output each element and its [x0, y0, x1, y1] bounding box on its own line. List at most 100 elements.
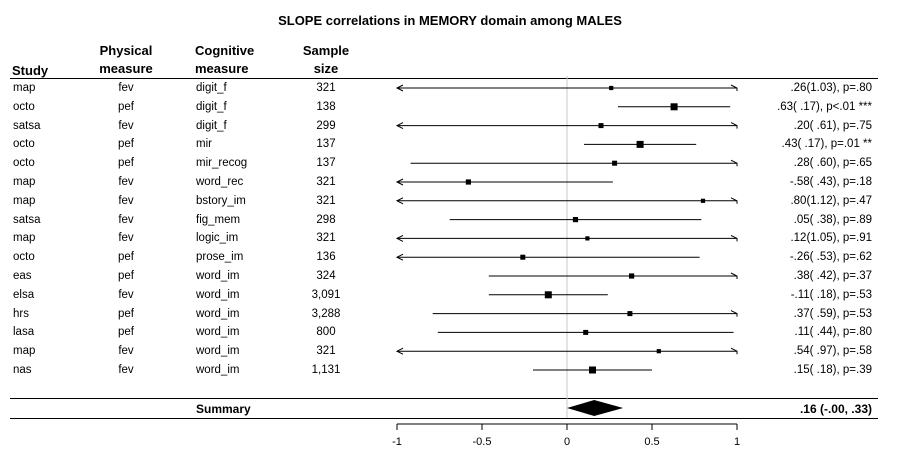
row-sample-size: 299 — [316, 119, 336, 132]
row-cognitive: word_im — [196, 270, 240, 282]
row-cognitive: word_im — [196, 288, 240, 301]
row-physical: fev — [118, 194, 134, 207]
header-study: Study — [12, 63, 49, 78]
row-sample-size: 321 — [316, 82, 336, 94]
row-stat-label: -.58( .43), p=.18 — [789, 176, 872, 188]
row-stat-label: .38( .42), p=.37 — [793, 270, 872, 282]
row-stat-label: -.11( .18), p=.53 — [790, 288, 872, 301]
point-estimate — [520, 254, 526, 260]
row-sample-size: 298 — [316, 213, 336, 226]
row-cognitive: word_im — [196, 307, 240, 320]
row-study: lasa — [13, 326, 35, 339]
summary-bottom-rule — [10, 418, 878, 419]
header-physical-line1: Physical — [99, 43, 153, 58]
row-cognitive: digit_f — [196, 119, 227, 132]
row-physical: pef — [118, 326, 134, 339]
header-physical-measure: Physical measure — [95, 42, 157, 78]
row-study: satsa — [13, 213, 41, 226]
row-study: map — [13, 82, 36, 94]
row-sample-size: 3,091 — [311, 288, 341, 301]
row-physical: fev — [118, 176, 134, 188]
row-stat-label: .28( .60), p=.65 — [793, 157, 872, 170]
row-sample-size: 321 — [316, 232, 336, 245]
summary-stat: .16 (-.00, .33) — [799, 402, 872, 416]
x-tick-label: 1 — [734, 436, 740, 448]
row-study: octo — [13, 100, 35, 113]
x-tick-label: 0.5 — [644, 436, 659, 448]
row-study: octo — [13, 157, 35, 170]
row-study: eas — [13, 270, 32, 282]
row-physical: pef — [118, 307, 134, 320]
row-study: map — [13, 176, 36, 188]
row-sample-size: 137 — [316, 157, 336, 170]
header-rule — [10, 78, 878, 79]
point-estimate — [583, 329, 589, 335]
row-stat-label: .11( .44), p=.80 — [794, 326, 872, 339]
ci-arrow-right — [730, 84, 738, 91]
row-cognitive: fig_mem — [196, 213, 241, 226]
row-physical: fev — [118, 345, 134, 358]
row-physical: fev — [118, 364, 134, 376]
row-study: hrs — [13, 307, 29, 320]
point-estimate — [544, 291, 552, 299]
row-cognitive: mir — [196, 138, 212, 151]
point-estimate — [629, 273, 635, 279]
row-study: octo — [13, 138, 35, 151]
ci-arrow-left — [395, 197, 404, 205]
row-physical: fev — [118, 119, 134, 132]
summary-label: Summary — [196, 402, 251, 416]
row-sample-size: 324 — [316, 270, 336, 282]
ci-arrow-right — [730, 122, 738, 129]
row-cognitive: mir_recog — [196, 157, 248, 170]
header-cognitive-line2: measure — [195, 61, 249, 76]
point-estimate — [612, 160, 618, 166]
row-study: elsa — [13, 288, 35, 301]
row-stat-label: .12(1.05), p=.91 — [790, 232, 872, 245]
row-sample-size: 138 — [316, 100, 336, 113]
point-estimate — [609, 85, 614, 91]
ci-arrow-right — [730, 197, 738, 204]
row-physical: pef — [118, 138, 134, 151]
row-stat-label: .15( .18), p=.39 — [793, 364, 872, 376]
ci-arrow-right — [730, 347, 738, 355]
row-stat-label: .20( .61), p=.75 — [793, 119, 872, 132]
row-cognitive: word_im — [196, 364, 240, 376]
row-cognitive: word_rec — [196, 176, 244, 188]
ci-arrow-right — [730, 159, 738, 167]
row-cognitive: digit_f — [196, 82, 227, 94]
row-study: satsa — [13, 119, 41, 132]
ci-arrow-right — [730, 234, 738, 242]
row-stat-label: .26(1.03), p=.80 — [790, 82, 872, 94]
row-study: map — [13, 345, 36, 358]
row-stat-label: -.26( .53), p=.62 — [789, 251, 872, 264]
row-sample-size: 800 — [316, 326, 336, 339]
row-stat-label: .54( .97), p=.58 — [793, 345, 872, 358]
ci-arrow-left — [395, 347, 404, 355]
x-tick-label: -1 — [392, 436, 402, 448]
summary-top-rule — [10, 398, 878, 399]
row-study: map — [13, 232, 36, 245]
point-estimate — [700, 198, 706, 203]
x-tick-label: 0 — [564, 436, 570, 448]
row-stat-label: .37( .59), p=.53 — [793, 307, 872, 320]
row-cognitive: word_im — [196, 326, 240, 339]
header-physical-line2: measure — [99, 61, 153, 76]
row-cognitive: word_im — [196, 345, 240, 358]
ci-arrow-left — [395, 234, 404, 242]
row-stat-label: .63( .17), p<.01 *** — [777, 100, 872, 113]
point-estimate — [627, 311, 633, 317]
row-physical: pef — [118, 100, 134, 113]
row-cognitive: digit_f — [196, 100, 227, 113]
point-estimate — [465, 179, 471, 185]
header-cognitive-line1: Cognitive — [195, 43, 255, 58]
x-tick-label: -0.5 — [473, 436, 492, 448]
row-sample-size: 1,131 — [311, 364, 341, 376]
row-stat-label: .05( .38), p=.89 — [793, 213, 872, 226]
ci-arrow-left — [395, 178, 404, 186]
ci-arrow-right — [730, 310, 738, 317]
row-physical: fev — [118, 288, 134, 301]
point-estimate — [598, 123, 604, 129]
chart-title: SLOPE correlations in MEMORY domain amon… — [278, 13, 622, 28]
point-estimate — [589, 366, 596, 374]
